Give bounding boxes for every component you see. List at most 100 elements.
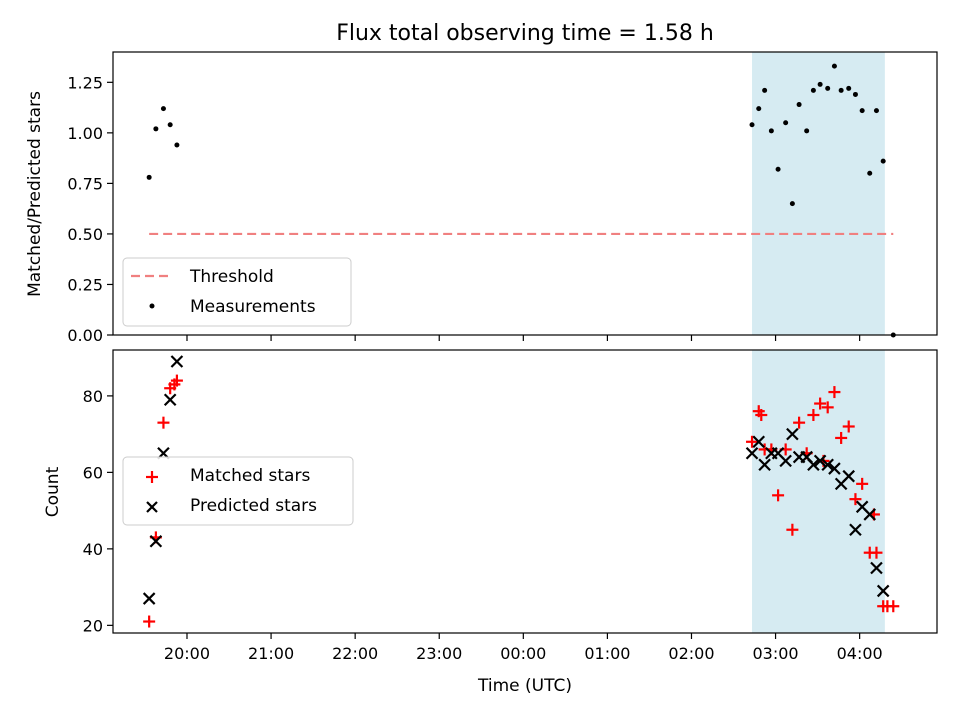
measurements-point — [867, 170, 873, 176]
x-tick-label: 02:00 — [668, 644, 714, 663]
y-tick-label: 1.00 — [67, 124, 103, 143]
predicted-stars-point — [779, 454, 792, 468]
measurements-point — [859, 108, 865, 114]
x-axis-label: Time (UTC) — [477, 676, 572, 696]
legend-measurements-swatch — [149, 303, 155, 309]
y-tick-label: 0.75 — [67, 174, 103, 193]
matched-stars-point — [849, 493, 862, 506]
measurements-point — [174, 142, 180, 148]
measurements-point — [846, 85, 852, 91]
matched-stars-point — [881, 600, 894, 613]
measurements-point — [880, 158, 886, 164]
matched-stars-point — [835, 431, 848, 444]
legend-predicted-label: Predicted stars — [190, 496, 317, 516]
bottom-highlight-band — [752, 350, 885, 633]
predicted-stars-point — [163, 393, 177, 406]
y-tick-label: 0.25 — [67, 275, 103, 294]
bottom-y-axis-label: Count — [43, 466, 63, 517]
bottom-panel: 20 40 60 80 20:00 21:00 22:00 23:00 00:00 01:00 0… — [43, 349, 938, 696]
predicted-stars-point — [142, 592, 156, 605]
legend-matched-swatch — [146, 471, 158, 483]
matched-stars-point — [755, 409, 768, 422]
measurements-point — [146, 174, 152, 180]
x-tick-label: 03:00 — [753, 644, 799, 663]
bottom-legend: Matched stars Predicted stars — [122, 456, 354, 526]
predicted-stars-point — [170, 355, 184, 368]
x-tick-label: 00:00 — [500, 644, 546, 663]
measurements-point — [762, 87, 768, 93]
matched-stars-point — [842, 420, 855, 433]
top-legend-box — [122, 257, 352, 327]
measurements-point — [167, 122, 173, 128]
legend-measurements-label: Measurements — [190, 297, 316, 317]
y-tick-label: 60 — [83, 463, 103, 482]
y-tick-label: 80 — [83, 387, 103, 406]
top-y-ticks: 0.00 0.25 0.50 0.75 1.00 1.25 — [67, 73, 113, 345]
bottom-y-ticks: 20 40 60 80 — [83, 387, 113, 635]
matched-stars-point — [168, 378, 181, 391]
predicted-stars-point — [745, 446, 759, 460]
matched-stars-point — [157, 416, 170, 429]
matched-stars-point — [821, 401, 834, 414]
predicted-stars-point — [821, 458, 834, 472]
measurements-point — [852, 91, 858, 97]
top-panel: 0.00 0.25 0.50 0.75 1.00 1.25 Matched/Predict… — [25, 51, 938, 345]
predicted-stars-point — [752, 435, 766, 449]
x-tick-label: 01:00 — [584, 644, 630, 663]
measurements-point — [789, 201, 795, 207]
predicted-stars-point — [149, 534, 163, 548]
y-tick-label: 40 — [83, 540, 103, 559]
measurements-point — [873, 108, 879, 114]
x-tick-label: 22:00 — [332, 644, 378, 663]
y-tick-label: 20 — [83, 616, 103, 635]
bottom-points-group — [142, 355, 900, 628]
x-tick-label: 21:00 — [248, 644, 294, 663]
y-tick-label: 0.50 — [67, 225, 103, 244]
matched-stars-point — [772, 489, 785, 502]
y-tick-label: 0.00 — [67, 326, 103, 345]
top-highlight-band — [752, 52, 885, 335]
matched-stars-point — [856, 477, 869, 490]
measurements-point — [775, 166, 781, 172]
matched-stars-point — [828, 386, 841, 399]
measurements-point — [796, 102, 802, 108]
bottom-legend-box — [122, 456, 354, 526]
matched-stars-point — [807, 409, 820, 422]
matched-stars-point — [793, 416, 806, 429]
x-tick-label: 23:00 — [416, 644, 462, 663]
measurements-point — [804, 128, 810, 134]
matched-stars-point — [786, 523, 799, 536]
predicted-stars-point — [842, 469, 855, 483]
measurements-point — [160, 106, 166, 112]
x-tick-label: 20:00 — [164, 644, 210, 663]
legend-matched-label: Matched stars — [190, 466, 310, 486]
predicted-stars-point — [828, 462, 841, 475]
predicted-stars-point — [807, 458, 820, 472]
matched-stars-point — [746, 435, 759, 448]
measurements-point — [749, 122, 755, 128]
predicted-stars-point — [876, 584, 890, 598]
measurements-point — [831, 63, 837, 69]
top-y-axis-label: Matched/Predicted stars — [25, 91, 45, 297]
legend-predicted-swatch — [146, 501, 158, 513]
measurements-point — [768, 128, 774, 134]
predicted-stars-point — [849, 523, 862, 537]
measurements-point — [756, 106, 762, 112]
chart-title: Flux total observing time = 1.58 h — [336, 21, 714, 46]
top-points-group — [146, 63, 896, 338]
top-axes-frame — [112, 51, 938, 336]
predicted-stars-point — [786, 427, 799, 441]
predicted-stars-point — [870, 561, 883, 575]
y-tick-label: 1.25 — [67, 73, 103, 92]
matched-stars-point — [143, 615, 156, 628]
x-tick-label: 04:00 — [837, 644, 883, 663]
bottom-x-ticks: 20:00 21:00 22:00 23:00 00:00 01:00 02:00 03:00… — [164, 633, 883, 663]
predicted-stars-point — [813, 454, 827, 468]
matched-stars-point — [814, 397, 827, 410]
measurements-point — [825, 85, 831, 91]
top-x-ticks — [186, 335, 861, 341]
measurements-point — [810, 87, 816, 93]
measurements-point — [817, 81, 823, 87]
predicted-stars-point — [758, 458, 771, 472]
